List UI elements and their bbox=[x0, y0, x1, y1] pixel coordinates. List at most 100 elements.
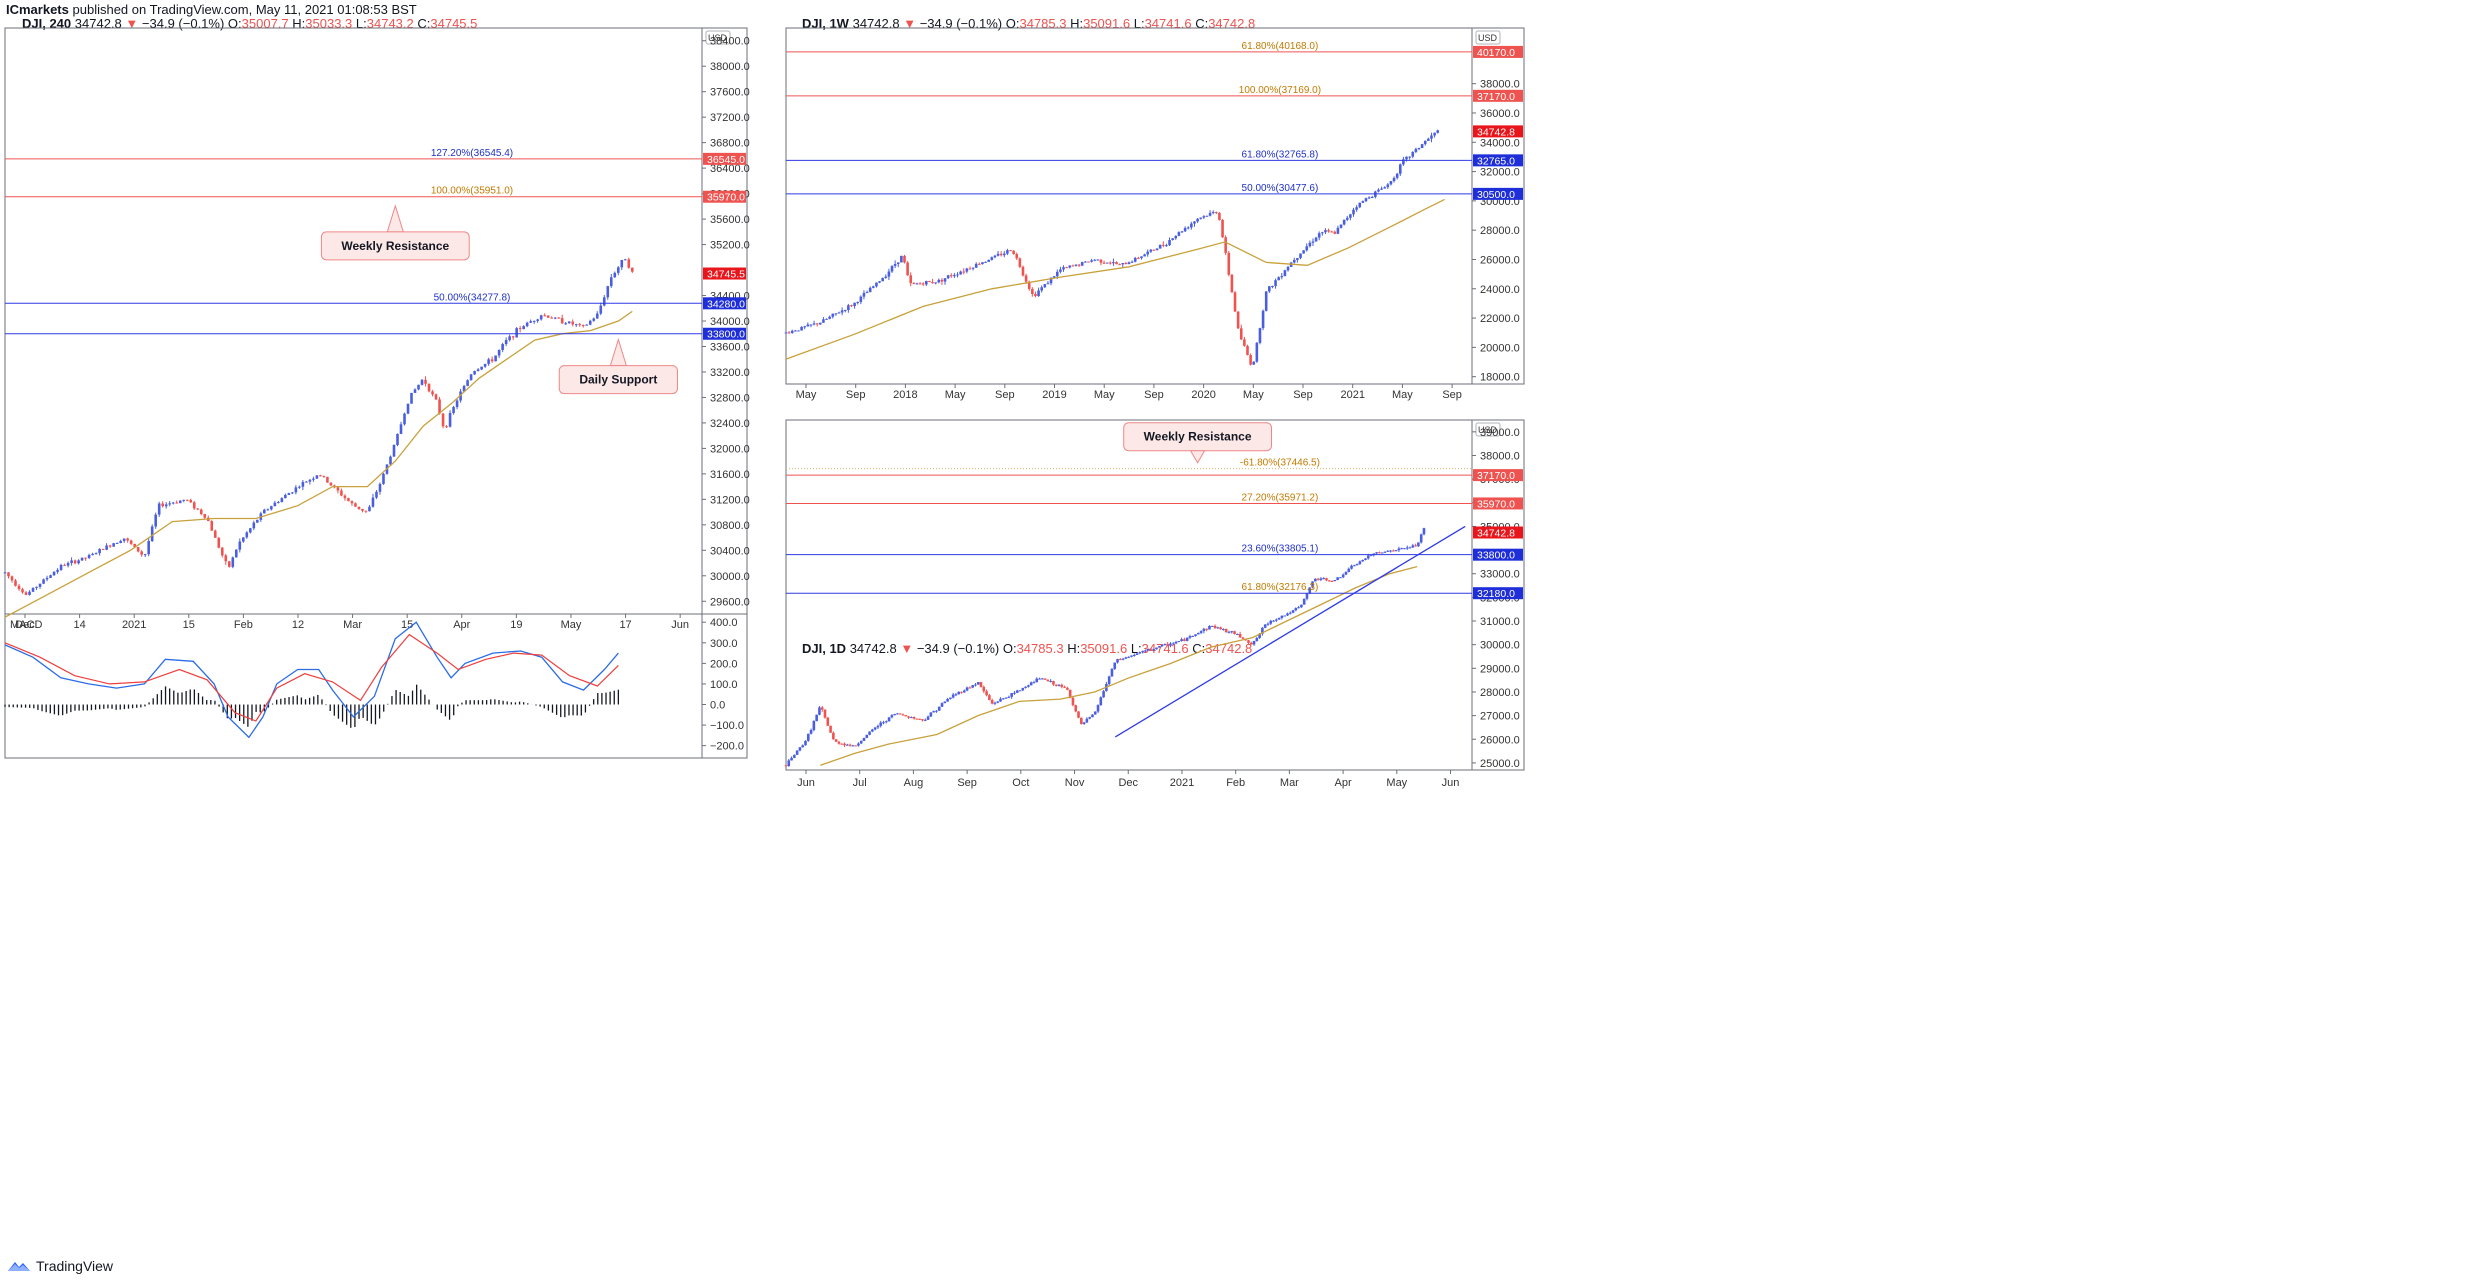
candles bbox=[3, 257, 634, 596]
candle-body bbox=[1208, 625, 1211, 630]
candle-body bbox=[1292, 259, 1296, 263]
level-line[interactable]: 61.80%(40168.0) 40170.0 bbox=[786, 41, 1523, 59]
level-line[interactable]: 37170.0 bbox=[786, 469, 1523, 482]
candle-body bbox=[1043, 678, 1047, 680]
fib-level-label: 100.00%(37169.0) bbox=[1239, 85, 1321, 96]
level-line[interactable]: 100.00%(35951.0) 35970.0 bbox=[5, 186, 746, 204]
x-tick-label: 17 bbox=[619, 619, 631, 631]
candle-body bbox=[981, 262, 984, 265]
candle-body bbox=[1124, 657, 1128, 659]
chart-panel-p1d[interactable]: USD 25000.0 26000.0 27000.0 28000.0 29000.0 30… bbox=[784, 419, 1525, 789]
candle-body bbox=[1280, 276, 1284, 278]
publisher-name[interactable]: ICmarkets bbox=[6, 2, 69, 17]
candle-body bbox=[1210, 625, 1214, 627]
level-line[interactable]: 127.20%(36545.4) 36545.0 bbox=[5, 148, 746, 166]
macd-pane[interactable]: MACD 400.0 300.0 200.0 100.0 0.0 −100.0 −200.0 bbox=[4, 617, 744, 753]
x-tick-label: May bbox=[1386, 777, 1407, 789]
candles bbox=[784, 527, 1426, 767]
candle-body bbox=[1110, 668, 1114, 677]
candle-body bbox=[1302, 250, 1305, 254]
callout-text: Weekly Resistance bbox=[341, 239, 449, 253]
candle-body bbox=[1361, 201, 1365, 203]
level-line[interactable]: 50.00%(34277.8) 34280.0 bbox=[5, 292, 746, 310]
level-line[interactable]: 33800.0 bbox=[5, 327, 746, 341]
candle-body bbox=[868, 287, 872, 293]
level-line[interactable]: -61.80%(37446.5) bbox=[786, 458, 1472, 470]
x-tick-label: 2021 bbox=[1170, 777, 1194, 789]
candle-body bbox=[1010, 693, 1013, 697]
candle-body bbox=[242, 537, 245, 542]
chart-panel-p1w[interactable]: USD 18000.0 20000.0 22000.0 24000.0 26000.0 28… bbox=[784, 27, 1525, 401]
legend-symbol[interactable]: DJI, 1D bbox=[802, 641, 847, 656]
candle-body bbox=[1102, 691, 1105, 698]
candle-body bbox=[875, 282, 878, 287]
candle-body bbox=[903, 255, 906, 263]
candle-body bbox=[1015, 253, 1019, 259]
candle-body bbox=[329, 482, 333, 486]
level-line[interactable]: 61.80%(32765.8) 32765.0 bbox=[786, 149, 1523, 167]
candle-body bbox=[1224, 629, 1228, 633]
candle-body bbox=[1024, 686, 1027, 688]
legend-symbol[interactable]: DJI, 1W bbox=[802, 16, 849, 31]
candle-body bbox=[1034, 294, 1037, 297]
callout[interactable]: Daily Support bbox=[558, 337, 678, 395]
candle-body bbox=[3, 572, 7, 574]
candle-body bbox=[1002, 698, 1005, 700]
candle-body bbox=[1080, 262, 1084, 266]
callout[interactable]: Weekly Resistance bbox=[1123, 422, 1272, 464]
candle-body bbox=[1355, 563, 1359, 566]
candle-body bbox=[298, 486, 301, 488]
level-line[interactable]: 50.00%(30477.6) 30500.0 bbox=[786, 183, 1523, 201]
candle-body bbox=[960, 691, 963, 693]
legend-l-label: L: bbox=[1130, 641, 1142, 656]
legend-symbol[interactable]: DJI, 240 bbox=[22, 16, 72, 31]
candle-body bbox=[1149, 249, 1153, 252]
candle-body bbox=[1414, 148, 1418, 152]
candle-body bbox=[518, 328, 522, 330]
candle-body bbox=[819, 322, 822, 325]
level-line[interactable]: 100.00%(37169.0) 37170.0 bbox=[786, 85, 1523, 103]
candle-body bbox=[1127, 656, 1130, 658]
candle-body bbox=[1325, 578, 1328, 581]
candle-body bbox=[1423, 140, 1427, 145]
candle-body bbox=[912, 717, 916, 719]
candle-body bbox=[940, 703, 944, 707]
level-line[interactable]: 23.60%(33805.1) 33800.0 bbox=[786, 544, 1523, 562]
candle-body bbox=[1054, 684, 1058, 686]
candle-body bbox=[536, 319, 539, 321]
candle-body bbox=[1324, 230, 1327, 233]
level-line[interactable]: 27.20%(35971.2) 35970.0 bbox=[786, 492, 1523, 510]
candle-body bbox=[294, 487, 298, 493]
candle-body bbox=[270, 506, 273, 510]
candle-body bbox=[1268, 286, 1271, 292]
brand[interactable]: TradingView bbox=[6, 1258, 113, 1274]
y-tick-label: 26000.0 bbox=[1480, 734, 1520, 746]
candle-body bbox=[829, 725, 832, 733]
down-triangle-icon: ▼ bbox=[125, 16, 139, 31]
candle-body bbox=[1339, 224, 1343, 228]
candle-body bbox=[1405, 156, 1408, 160]
candle-body bbox=[273, 502, 277, 507]
currency-text: USD bbox=[1478, 425, 1498, 435]
candle-body bbox=[1286, 266, 1290, 271]
publisher-text: published on TradingView.com, May 11, 20… bbox=[72, 2, 417, 17]
chart-panel-p240[interactable]: USD 29600.0 30000.0 30400.0 30800.0 31200.0 31… bbox=[3, 27, 750, 759]
candle-body bbox=[946, 275, 950, 279]
candle-body bbox=[175, 502, 179, 504]
price-tag-text: 32180.0 bbox=[1477, 588, 1515, 600]
candle-body bbox=[1342, 219, 1346, 225]
candle-body bbox=[1082, 722, 1086, 724]
candle-body bbox=[884, 276, 888, 279]
callout[interactable]: Weekly Resistance bbox=[320, 204, 470, 261]
x-tick-label: Oct bbox=[1012, 777, 1029, 789]
candle-body bbox=[822, 319, 825, 323]
candle-body bbox=[1027, 685, 1030, 687]
currency-label: USD bbox=[1475, 422, 1501, 437]
candle-body bbox=[431, 391, 434, 395]
candle-body bbox=[1046, 283, 1050, 285]
candle-body bbox=[937, 279, 941, 283]
candle-body bbox=[189, 499, 193, 503]
candle-body bbox=[1305, 246, 1309, 251]
level-line[interactable]: 61.80%(32176.3) 32180.0 bbox=[786, 582, 1523, 600]
